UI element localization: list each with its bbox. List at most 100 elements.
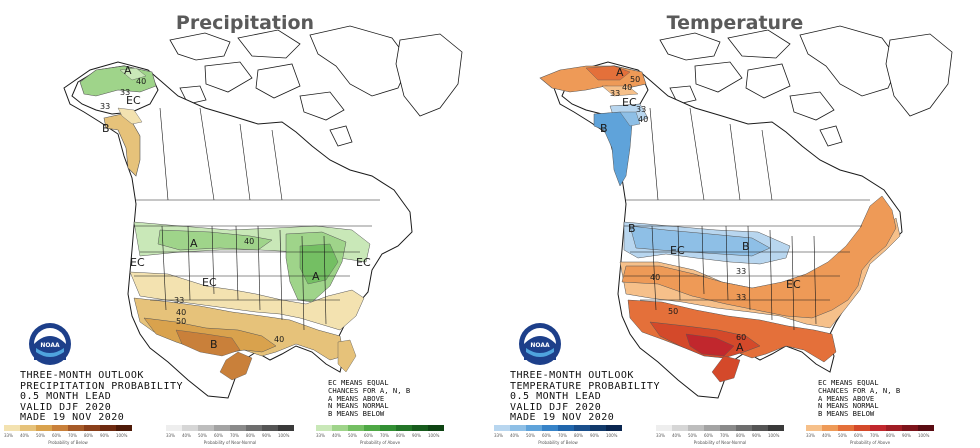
outlook-line: MADE 19 NOV 2020	[20, 412, 125, 423]
colorbar-tick-label: 100%	[428, 433, 440, 438]
legend-line: EC MEANS EQUAL	[818, 378, 879, 387]
outlook-line: THREE-MONTH OUTLOOK	[510, 370, 634, 381]
legend-line: B MEANS BELOW	[818, 409, 875, 419]
colorbar-swatch	[510, 425, 526, 431]
map-label: 33	[120, 88, 130, 97]
legend-line: B MEANS BELOW	[328, 409, 385, 419]
colorbar-caption: Probability of Above	[849, 440, 891, 445]
colorbar-tick-label: 70%	[558, 433, 567, 438]
colorbar-ticks: 33% 40% 50% 60% 70% 80% 90% 100%	[806, 433, 934, 438]
colorbar-tick-label: 90%	[752, 433, 761, 438]
noaa-logo-icon: NOAA	[519, 323, 561, 365]
map-label: 33	[100, 102, 110, 111]
outlook-caption: THREE-MONTH OUTLOOK PRECIPITATION PROBAB…	[20, 370, 184, 424]
ec-legend: EC MEANS EQUAL CHANCES FOR A, N, B A MEA…	[818, 379, 900, 418]
colorbar	[494, 425, 622, 431]
map-label: EC	[670, 244, 685, 257]
colorbar-swatch	[396, 425, 412, 431]
colorbar-tick-label: 40%	[822, 433, 831, 438]
colorbar-caption: Probability of Below	[48, 440, 88, 445]
colorbar-swatch	[688, 425, 704, 431]
colorbar-swatch	[806, 425, 822, 431]
colorbar-swatch	[558, 425, 574, 431]
map-label: 40	[622, 83, 632, 92]
map-label: A	[124, 64, 132, 77]
colorbar-tick-label: 100%	[918, 433, 930, 438]
colorbar-tick-label: 60%	[542, 433, 551, 438]
outlook-line: VALID DJF 2020	[510, 401, 602, 413]
colorbar-tick-label: 100%	[768, 433, 780, 438]
map-label: 33	[736, 293, 746, 302]
map-label: EC	[786, 278, 801, 291]
outlook-line: PRECIPITATION PROBABILITY	[20, 380, 184, 392]
colorbar-tick-label: 33%	[166, 433, 175, 438]
colorbar-swatch	[672, 425, 688, 431]
colorbar	[166, 425, 294, 431]
map-label: B	[628, 222, 636, 235]
colorbar-swatch	[918, 425, 934, 431]
colorbar-swatch	[198, 425, 214, 431]
map-label: A	[312, 270, 320, 283]
colorbar-ticks: 33% 40% 50% 60% 70% 80% 90% 100%	[316, 433, 444, 438]
colorbar-tick-label: 50%	[526, 433, 535, 438]
colorbar-swatch	[886, 425, 902, 431]
colorbar-swatch	[902, 425, 918, 431]
colorbar-tick-label: 80%	[84, 433, 93, 438]
colorbar-tick-label: 70%	[720, 433, 729, 438]
colorbar-ticks: 33% 40% 50% 60% 70% 80% 90% 100%	[494, 433, 622, 438]
map-label: 50	[630, 75, 640, 84]
temperature-map: A 50 40 33 EC 33 40 B B B 33 EC EC 40 50…	[539, 25, 953, 399]
colorbar-tick-label: 50%	[348, 433, 357, 438]
colorbar	[4, 425, 132, 431]
colorbar-tick-label: 40%	[182, 433, 191, 438]
colorbar-swatch	[854, 425, 870, 431]
colorbar-tick-label: 40%	[672, 433, 681, 438]
colorbar-tick-label: 33%	[806, 433, 815, 438]
colorbar-tick-label: 33%	[316, 433, 325, 438]
colorbar-swatch	[348, 425, 364, 431]
colorbar-tick-label: 33%	[494, 433, 503, 438]
map-label: B	[742, 240, 750, 253]
map-label: EC	[356, 256, 371, 269]
map-label: 50	[176, 317, 186, 326]
colorbar-tick-label: 60%	[364, 433, 373, 438]
legend-line: A MEANS ABOVE	[328, 393, 385, 403]
map-label: 60	[736, 333, 746, 342]
colorbar-tick-label: 50%	[838, 433, 847, 438]
map-label: 50	[668, 307, 678, 316]
colorbar-caption: Probability of Below	[538, 440, 578, 445]
legend-line: CHANCES FOR A, N, B	[328, 385, 411, 395]
colorbar-tick-label: 60%	[52, 433, 61, 438]
logo-text: NOAA	[530, 342, 550, 349]
map-label: 33	[636, 105, 646, 114]
noaa-logo-icon: NOAA	[29, 323, 71, 365]
map-label: 40	[244, 237, 254, 246]
colorbar-tick-label: 100%	[606, 433, 618, 438]
colorbar-swatch	[380, 425, 396, 431]
map-label: EC	[126, 94, 141, 107]
colorbar-swatch	[838, 425, 854, 431]
colorbar-swatch	[262, 425, 278, 431]
colorbar-swatch	[870, 425, 886, 431]
colorbar-swatch	[52, 425, 68, 431]
colorbar-swatch	[412, 425, 428, 431]
colorbar-ticks: 33% 40% 50% 60% 70% 80% 90% 100%	[166, 433, 294, 438]
colorbar-swatch	[182, 425, 198, 431]
temperature-panel: Temperature	[490, 0, 980, 448]
colorbar-ticks: 33% 40% 50% 60% 70% 80% 90% 100%	[4, 433, 132, 438]
colorbar-tick-label: 90%	[590, 433, 599, 438]
legend-line: EC MEANS EQUAL	[328, 378, 389, 387]
map-label: B	[102, 122, 110, 135]
colorbar-tick-label: 50%	[198, 433, 207, 438]
colorbar-swatch	[214, 425, 230, 431]
colorbar-swatch	[364, 425, 380, 431]
colorbar-tick-label: 90%	[262, 433, 271, 438]
colorbar-swatch	[116, 425, 132, 431]
colorbar-tick-label: 50%	[36, 433, 45, 438]
map-label: A	[616, 66, 624, 79]
colorbar-tick-label: 90%	[100, 433, 109, 438]
logo-text: NOAA	[40, 342, 60, 349]
colorbar-tick-label: 70%	[870, 433, 879, 438]
outlook-line: MADE 19 NOV 2020	[510, 412, 615, 423]
colorbar-tick-label: 80%	[574, 433, 583, 438]
